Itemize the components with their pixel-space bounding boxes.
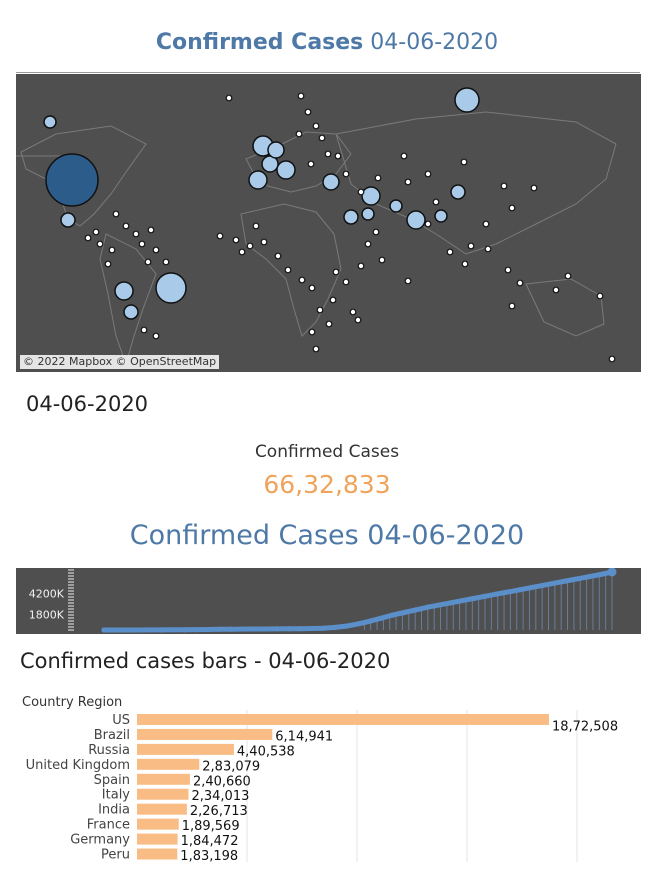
line-point[interactable]: [205, 626, 211, 633]
bar-chart-title: Confirmed cases bars - 04-06-2020: [20, 649, 391, 673]
line-chart-panel[interactable]: 4200K 1800K: [16, 567, 641, 634]
bar-brazil[interactable]: [137, 728, 273, 740]
bar-us[interactable]: [137, 713, 549, 725]
date-label: 04-06-2020: [26, 392, 149, 416]
line-point[interactable]: [320, 625, 326, 631]
line-point[interactable]: [574, 576, 580, 582]
bar-category-label: France: [87, 818, 130, 833]
line-point[interactable]: [193, 627, 199, 633]
line-point[interactable]: [551, 580, 557, 586]
map-canvas[interactable]: [16, 74, 641, 372]
line-point[interactable]: [182, 627, 188, 633]
bar-axis-header: Country Region: [22, 695, 122, 710]
bar-value-label: 4,40,538: [237, 744, 295, 759]
bar-value-label: 1,89,569: [182, 819, 240, 834]
line-point[interactable]: [274, 626, 280, 632]
bar-india[interactable]: [137, 803, 187, 815]
bar-category-label: Russia: [88, 743, 130, 758]
line-point[interactable]: [251, 626, 257, 632]
bar-category-label: Germany: [70, 833, 130, 848]
map-title-metric: Confirmed Cases: [155, 30, 364, 55]
line-point[interactable]: [436, 602, 442, 608]
line-point[interactable]: [355, 621, 361, 627]
line-point[interactable]: [263, 626, 269, 632]
line-point[interactable]: [505, 589, 511, 595]
bar-value-label: 18,72,508: [552, 719, 618, 734]
line-y-tick-label: 4200K: [29, 587, 65, 600]
line-point[interactable]: [159, 627, 165, 633]
map-title: Confirmed Cases 04-06-2020: [0, 30, 654, 55]
line-chart[interactable]: 4200K 1800K: [16, 567, 641, 634]
line-point[interactable]: [597, 571, 604, 578]
bar-category-label: United Kingdom: [26, 758, 130, 773]
bar-russia[interactable]: [137, 743, 234, 755]
bar-category-label: Italy: [102, 788, 131, 803]
line-point[interactable]: [343, 623, 350, 629]
map-attribution[interactable]: © 2022 Mapbox © OpenStreetMap: [20, 355, 220, 369]
line-point[interactable]: [401, 609, 407, 616]
line-point[interactable]: [493, 591, 500, 597]
bar-value-label: 2,40,660: [193, 774, 251, 789]
line-point[interactable]: [470, 595, 477, 602]
line-point[interactable]: [228, 626, 234, 632]
line-y-tick-label: 1800K: [29, 608, 65, 621]
bar-value-label: 1,83,198: [180, 849, 238, 864]
line-point[interactable]: [286, 626, 292, 632]
bar-france[interactable]: [137, 818, 179, 830]
bar-value-label: 1,84,472: [181, 834, 239, 849]
bar-value-label: 2,34,013: [191, 789, 249, 804]
line-point[interactable]: [447, 600, 453, 606]
line-point[interactable]: [332, 624, 338, 630]
line-point[interactable]: [239, 626, 246, 632]
bar-chart[interactable]: Country Region US 18,72,508 Brazil 6,14,941 R…: [0, 690, 654, 870]
bar-value-label: 2,26,713: [190, 804, 248, 819]
line-point[interactable]: [528, 584, 534, 591]
line-point[interactable]: [309, 625, 315, 632]
line-point[interactable]: [517, 587, 523, 593]
world-map[interactable]: © 2022 Mapbox © OpenStreetMap: [16, 74, 641, 372]
line-point-last[interactable]: [607, 567, 617, 577]
bar-category-label: US: [112, 713, 130, 728]
line-point[interactable]: [112, 627, 119, 633]
map-divider: [16, 72, 640, 73]
line-point[interactable]: [390, 612, 396, 618]
bar-united-kingdom[interactable]: [137, 758, 200, 770]
line-point[interactable]: [366, 618, 373, 624]
kpi-value: 66,32,833: [263, 470, 391, 499]
line-point[interactable]: [101, 627, 107, 633]
bar-category-label: India: [98, 803, 130, 818]
line-point[interactable]: [170, 627, 176, 633]
bar-category-label: Peru: [101, 848, 130, 863]
line-point[interactable]: [124, 627, 130, 633]
line-point[interactable]: [378, 615, 384, 621]
bar-peru[interactable]: [137, 848, 178, 860]
line-point[interactable]: [482, 593, 488, 599]
line-y-axis: [68, 569, 74, 631]
line-chart-title: Confirmed Cases 04-06-2020: [129, 520, 525, 551]
line-point[interactable]: [147, 627, 153, 633]
line-point[interactable]: [563, 578, 569, 584]
line-point[interactable]: [216, 626, 223, 632]
line-point[interactable]: [459, 598, 465, 604]
bar-germany[interactable]: [137, 833, 178, 845]
line-point[interactable]: [424, 604, 430, 610]
bar-value-label: 2,83,079: [202, 759, 260, 774]
kpi-label: Confirmed Cases: [254, 442, 400, 462]
bar-category-label: Brazil: [94, 728, 130, 743]
line-point[interactable]: [136, 627, 142, 633]
bar-value-label: 6,14,941: [275, 729, 333, 744]
map-title-date: 04-06-2020: [370, 30, 499, 55]
line-point[interactable]: [297, 626, 303, 632]
line-point[interactable]: [413, 607, 419, 613]
bar-italy[interactable]: [137, 788, 189, 800]
bar-category-label: Spain: [94, 773, 130, 788]
line-point[interactable]: [540, 582, 546, 589]
line-point[interactable]: [586, 574, 592, 580]
bar-spain[interactable]: [137, 773, 190, 785]
